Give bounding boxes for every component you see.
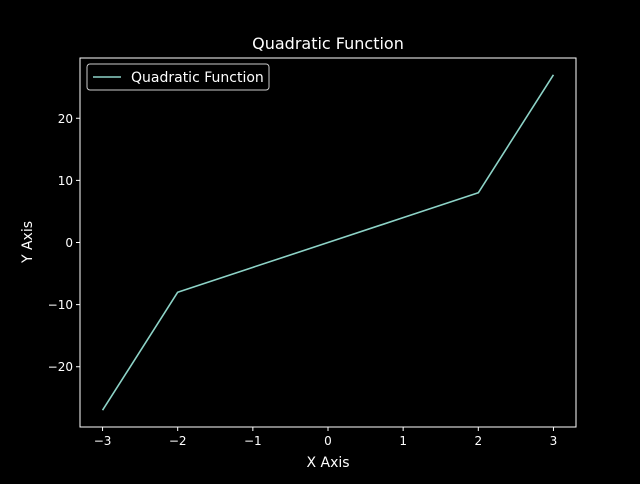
x-tick-label: 2 bbox=[474, 434, 482, 448]
y-tick-label: 10 bbox=[58, 174, 73, 188]
x-axis-label: X Axis bbox=[306, 455, 349, 471]
legend: Quadratic Function bbox=[86, 63, 270, 91]
series-line-0 bbox=[101, 74, 555, 411]
y-tick-label: −10 bbox=[48, 298, 73, 312]
y-tick-label: 0 bbox=[65, 236, 73, 250]
x-tick-label: −2 bbox=[169, 434, 187, 448]
x-tick-label: −1 bbox=[244, 434, 262, 448]
x-tick-label: 0 bbox=[324, 434, 332, 448]
legend-box bbox=[86, 63, 270, 91]
legend-label: Quadratic Function bbox=[131, 70, 264, 86]
y-tick-label: −20 bbox=[48, 360, 73, 374]
x-tick-label: 1 bbox=[399, 434, 407, 448]
chart-title: Quadratic Function bbox=[252, 34, 404, 53]
x-tick-label: −3 bbox=[94, 434, 112, 448]
x-tick-label: 3 bbox=[550, 434, 558, 448]
y-axis-label: Y Axis bbox=[20, 221, 36, 264]
y-tick-label: 20 bbox=[58, 112, 73, 126]
